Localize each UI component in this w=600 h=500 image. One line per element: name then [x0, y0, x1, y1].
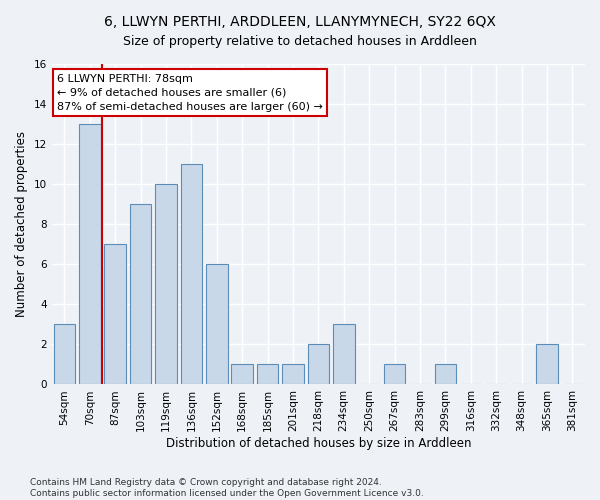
Bar: [257, 364, 278, 384]
Bar: [232, 364, 253, 384]
Text: 6, LLWYN PERTHI, ARDDLEEN, LLANYMYNECH, SY22 6QX: 6, LLWYN PERTHI, ARDDLEEN, LLANYMYNECH, …: [104, 15, 496, 29]
Text: Contains HM Land Registry data © Crown copyright and database right 2024.
Contai: Contains HM Land Registry data © Crown c…: [30, 478, 424, 498]
X-axis label: Distribution of detached houses by size in Arddleen: Distribution of detached houses by size …: [166, 437, 471, 450]
Bar: [282, 364, 304, 384]
Text: 6 LLWYN PERTHI: 78sqm
← 9% of detached houses are smaller (6)
87% of semi-detach: 6 LLWYN PERTHI: 78sqm ← 9% of detached h…: [57, 74, 323, 112]
Bar: [181, 164, 202, 384]
Bar: [206, 264, 227, 384]
Bar: [130, 204, 151, 384]
Text: Size of property relative to detached houses in Arddleen: Size of property relative to detached ho…: [123, 35, 477, 48]
Bar: [308, 344, 329, 385]
Bar: [434, 364, 456, 384]
Y-axis label: Number of detached properties: Number of detached properties: [15, 131, 28, 317]
Bar: [79, 124, 101, 384]
Bar: [536, 344, 557, 385]
Bar: [333, 324, 355, 384]
Bar: [155, 184, 177, 384]
Bar: [53, 324, 75, 384]
Bar: [104, 244, 126, 384]
Bar: [384, 364, 406, 384]
